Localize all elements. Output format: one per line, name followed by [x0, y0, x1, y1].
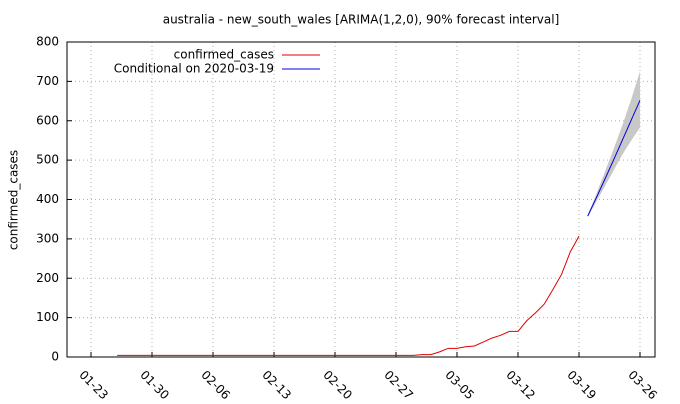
y-tick-label: 0 [51, 350, 59, 364]
x-tick-label: 01-30 [137, 368, 172, 400]
y-tick-label: 600 [36, 113, 59, 127]
series-line [587, 100, 641, 217]
x-tick-label: 02-20 [320, 368, 355, 400]
y-tick-label: 700 [36, 74, 59, 88]
y-axis-label: confirmed_cases [7, 150, 21, 250]
x-tick-label: 03-05 [442, 368, 477, 400]
series-line [117, 235, 580, 356]
y-tick-label: 200 [36, 271, 59, 285]
x-tick-label: 03-19 [564, 368, 599, 400]
y-tick-label: 300 [36, 231, 59, 245]
plot-frame [66, 41, 656, 358]
chart-title: australia - new_south_wales [ARIMA(1,2,0… [163, 13, 560, 27]
y-tick-label: 500 [36, 153, 59, 167]
legend-label: Conditional on 2020-03-19 [114, 62, 274, 76]
y-tick-label: 400 [36, 192, 59, 206]
forecast-band [587, 71, 640, 218]
x-tick-label: 02-13 [259, 368, 294, 400]
x-tick-label: 03-12 [503, 368, 538, 400]
x-tick-label: 02-06 [198, 368, 233, 400]
x-tick-label: 03-26 [625, 368, 660, 400]
legend-label: confirmed_cases [174, 48, 274, 62]
y-tick-label: 800 [36, 35, 59, 49]
x-tick-label: 02-27 [381, 368, 416, 400]
x-tick-label: 01-23 [76, 368, 111, 400]
y-tick-label: 100 [36, 310, 59, 324]
